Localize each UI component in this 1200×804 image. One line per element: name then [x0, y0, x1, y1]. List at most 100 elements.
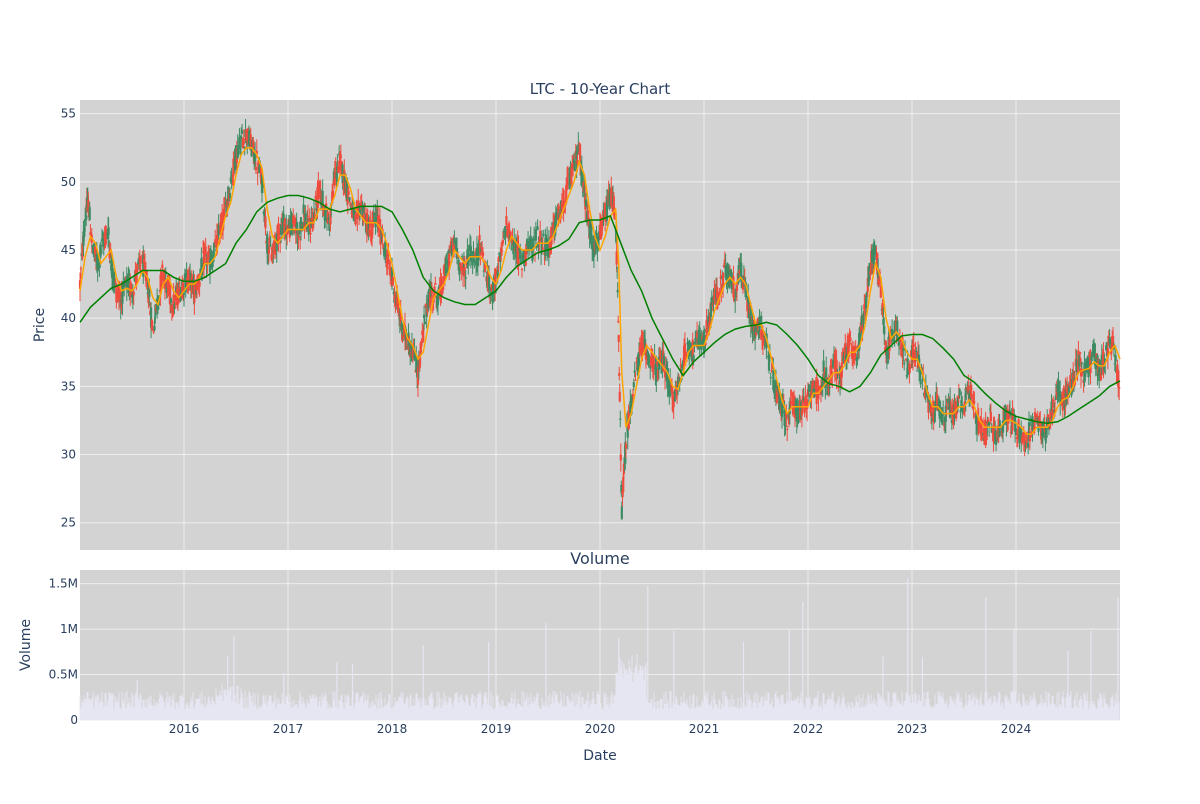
candle-body [1040, 426, 1043, 440]
candle-body [420, 342, 423, 347]
candle-body [914, 354, 917, 361]
candle-body [646, 351, 649, 356]
candle-body [949, 398, 952, 418]
candle-body [836, 377, 839, 379]
candle-body [104, 231, 107, 246]
candle-body [324, 207, 327, 221]
candle-body [243, 147, 246, 149]
candle-body [1044, 432, 1047, 441]
candle-body [648, 356, 651, 358]
candle-body [871, 264, 875, 266]
candle-body [292, 230, 296, 232]
candle-body [520, 269, 524, 271]
candle-body [1020, 426, 1023, 442]
candle-body [135, 278, 138, 284]
candle-body [318, 180, 322, 199]
candle-body [434, 283, 437, 285]
candle-body [634, 379, 637, 381]
candle-body [590, 224, 593, 245]
candle-body [787, 418, 791, 424]
candle-body [266, 233, 269, 254]
candle-body [458, 263, 461, 275]
candle-body [793, 398, 796, 409]
candle-body [188, 271, 192, 273]
candle-body [949, 402, 953, 404]
price-lines [79, 146, 1121, 435]
candle-body [396, 297, 399, 308]
candle-body [1001, 420, 1005, 433]
candle-body [852, 347, 856, 355]
candle-body [930, 418, 934, 422]
candle-body [743, 279, 746, 284]
price-y-tick-label: 30 [61, 448, 76, 462]
candle-body [868, 262, 871, 275]
candle-body [617, 335, 620, 342]
candle-body [988, 408, 992, 410]
candle-body [818, 387, 821, 389]
candle-body [416, 366, 420, 385]
candle-body [985, 430, 988, 440]
candle-body [967, 385, 970, 394]
candle-body [400, 323, 403, 330]
candle-body [938, 403, 941, 419]
candle-body [960, 399, 963, 408]
candle-body [751, 320, 754, 334]
candle-body [1109, 339, 1112, 346]
x-tick-label: 2019 [481, 722, 512, 736]
candle-body [368, 228, 371, 235]
candle-body [721, 272, 725, 287]
candle-body [799, 402, 803, 417]
candle-body [670, 387, 674, 394]
candle-body [956, 397, 960, 407]
candle-body [261, 181, 264, 189]
candle-body [176, 294, 180, 305]
candle-body [822, 360, 825, 373]
candle-body [133, 277, 136, 281]
candle-body [231, 177, 234, 179]
candle-body [81, 242, 84, 258]
candle-body [298, 229, 301, 235]
candle-body [620, 506, 623, 519]
candle-body [215, 234, 219, 253]
candle-body [442, 286, 445, 290]
candle-body [738, 269, 741, 273]
candle-body [212, 253, 215, 262]
candle-body [932, 400, 935, 423]
candle-body [710, 297, 713, 307]
candle-body [177, 283, 180, 285]
candle-body [615, 227, 618, 242]
candle-body [150, 320, 154, 330]
candle-body [635, 361, 638, 363]
price-y-tick-label: 50 [61, 175, 76, 189]
candle-body [459, 262, 462, 267]
candle-body [333, 172, 336, 186]
candle-body [858, 333, 861, 352]
candle-body [631, 394, 635, 397]
candle-body [628, 413, 631, 418]
candle-body [199, 268, 202, 274]
candle-body [904, 359, 908, 361]
candle-body [620, 484, 623, 493]
candle-body [266, 256, 270, 258]
candle-body [195, 278, 199, 291]
candle-body [974, 412, 977, 418]
candle-body [1081, 371, 1084, 374]
candle-body [722, 265, 726, 267]
candle-body [581, 172, 584, 186]
candle-body [760, 315, 763, 323]
candle-body [879, 286, 882, 298]
candle-body [525, 243, 528, 255]
candle-body [422, 314, 426, 319]
candle-body [897, 337, 901, 346]
candle-body [169, 284, 172, 305]
candle-body [1052, 400, 1055, 402]
candle-body [633, 370, 636, 373]
candle-body [331, 191, 334, 204]
candle-body [708, 312, 712, 327]
candle-body [1083, 362, 1086, 383]
candle-body [776, 384, 779, 392]
candle-body [825, 367, 828, 387]
candle-body [619, 454, 622, 461]
candle-body [478, 234, 481, 241]
x-tick-label: 2017 [273, 722, 304, 736]
